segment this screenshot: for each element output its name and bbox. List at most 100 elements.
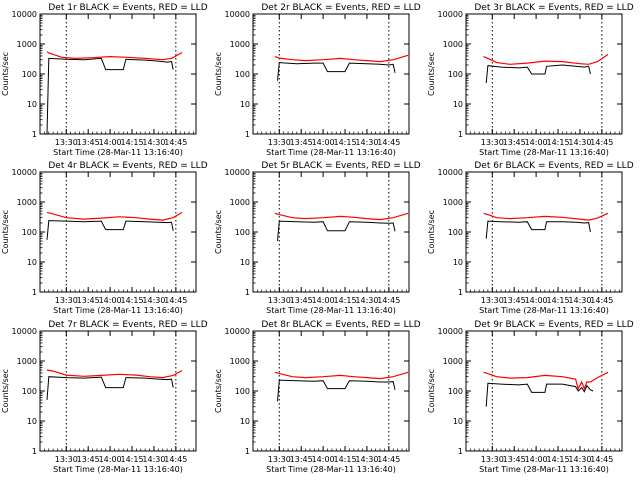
x-tick-label: 13:45 <box>503 455 526 464</box>
y-tick-label: 1000 <box>17 198 37 207</box>
panel-title: Det 1r BLACK = Events, RED = LLD <box>48 3 207 13</box>
y-tick-label: 10000 <box>225 327 250 336</box>
x-tick-label: 14:00 <box>312 296 335 305</box>
x-tick-label: 14:45 <box>377 455 400 464</box>
x-tick-label: 13:30 <box>481 455 504 464</box>
y-axis-label: Counts/sec <box>214 369 223 413</box>
x-tick-label: 14:15 <box>546 455 569 464</box>
x-tick-label: 14:45 <box>377 296 400 305</box>
x-tick-label: 13:30 <box>55 455 78 464</box>
panel-title: Det 6r BLACK = Events, RED = LLD <box>474 161 633 171</box>
x-tick-label: 14:45 <box>590 296 613 305</box>
x-axis-label: Start Time (28-Mar-11 13:16:40) <box>53 465 183 474</box>
y-tick-label: 100 <box>22 70 37 79</box>
y-tick-label: 10 <box>27 100 37 109</box>
plot-frame <box>252 330 410 452</box>
x-tick-label: 14:00 <box>99 296 122 305</box>
series-lld <box>274 212 409 221</box>
series-events <box>46 220 174 240</box>
y-tick-label: 100 <box>22 228 37 237</box>
plot-frame <box>39 13 197 135</box>
y-tick-label: 1 <box>245 130 250 139</box>
y-tick-label: 1000 <box>17 357 37 366</box>
y-axis-label: Counts/sec <box>214 210 223 254</box>
x-axis-label: Start Time (28-Mar-11 13:16:40) <box>479 148 609 157</box>
x-tick-label: 14:00 <box>525 296 548 305</box>
x-tick-label: 14:45 <box>164 455 187 464</box>
series-lld <box>483 371 609 391</box>
y-tick-label: 100 <box>235 70 250 79</box>
x-tick-label: 14:15 <box>333 296 356 305</box>
x-tick-label: 14:00 <box>525 138 548 147</box>
y-tick-label: 10 <box>27 417 37 426</box>
y-tick-label: 10 <box>240 100 250 109</box>
plot-frame <box>39 171 197 293</box>
series-events <box>277 220 396 242</box>
y-tick-label: 1000 <box>443 357 463 366</box>
series-events <box>277 379 396 402</box>
panel-det-3: Det 3r BLACK = Events, RED = LLD 1 10 100 10… <box>427 3 634 157</box>
x-tick-label: 14:00 <box>312 138 335 147</box>
series-lld <box>274 371 409 380</box>
series-events <box>46 376 174 401</box>
x-axis-label: Start Time (28-Mar-11 13:16:40) <box>479 306 609 315</box>
x-tick-label: 13:45 <box>77 455 100 464</box>
plot-frame <box>465 171 623 293</box>
plot-frame <box>252 13 410 135</box>
x-tick-label: 14:30 <box>355 138 378 147</box>
x-tick-label: 14:30 <box>568 138 591 147</box>
x-tick-label: 14:30 <box>142 296 165 305</box>
panel-det-1: Det 1r BLACK = Events, RED = LLD 1 10 100 10… <box>1 3 208 157</box>
series-events <box>277 62 396 81</box>
series-events <box>485 220 591 239</box>
series-lld <box>274 54 409 63</box>
panel-title: Det 4r BLACK = Events, RED = LLD <box>48 161 207 171</box>
y-tick-label: 100 <box>22 387 37 396</box>
x-tick-label: 14:15 <box>333 455 356 464</box>
y-axis-label: Counts/sec <box>214 52 223 96</box>
series-events <box>485 64 591 84</box>
y-tick-label: 10 <box>453 417 463 426</box>
y-tick-label: 1 <box>245 288 250 297</box>
y-tick-label: 10000 <box>12 10 37 19</box>
series-events <box>46 57 174 135</box>
panel-det-8: Det 8r BLACK = Events, RED = LLD 1 10 100 10… <box>214 320 421 474</box>
panel-det-6: Det 6r BLACK = Events, RED = LLD 1 10 100 10… <box>427 161 634 315</box>
panel-title: Det 7r BLACK = Events, RED = LLD <box>48 320 207 330</box>
panel-det-2: Det 2r BLACK = Events, RED = LLD 1 10 100 10… <box>214 3 421 157</box>
x-tick-label: 14:30 <box>355 296 378 305</box>
y-tick-label: 1000 <box>230 198 250 207</box>
series-lld <box>46 369 183 379</box>
x-tick-label: 14:00 <box>99 138 122 147</box>
panel-det-9: Det 9r BLACK = Events, RED = LLD 1 10 100 10… <box>427 320 634 474</box>
y-tick-label: 1000 <box>443 198 463 207</box>
series-lld <box>46 51 183 61</box>
y-axis-label: Counts/sec <box>1 52 10 96</box>
y-tick-label: 10 <box>453 258 463 267</box>
y-tick-label: 1 <box>32 130 37 139</box>
y-tick-label: 1000 <box>443 40 463 49</box>
x-tick-label: 14:15 <box>546 296 569 305</box>
x-tick-label: 13:30 <box>481 296 504 305</box>
panel-det-7: Det 7r BLACK = Events, RED = LLD 1 10 100 10… <box>1 320 208 474</box>
y-tick-label: 10000 <box>438 10 463 19</box>
x-tick-label: 14:45 <box>164 296 187 305</box>
x-tick-label: 13:45 <box>503 296 526 305</box>
panel-det-4: Det 4r BLACK = Events, RED = LLD 1 10 100 10… <box>1 161 208 315</box>
panel-title: Det 3r BLACK = Events, RED = LLD <box>474 3 633 13</box>
x-tick-label: 13:45 <box>77 138 100 147</box>
x-tick-label: 14:30 <box>568 296 591 305</box>
y-tick-label: 1 <box>32 288 37 297</box>
y-tick-label: 1 <box>458 288 463 297</box>
x-tick-label: 13:30 <box>481 138 504 147</box>
y-tick-label: 10 <box>453 100 463 109</box>
plot-frame <box>252 171 410 293</box>
panel-title: Det 8r BLACK = Events, RED = LLD <box>261 320 420 330</box>
x-tick-label: 14:45 <box>377 138 400 147</box>
x-tick-label: 13:30 <box>268 296 291 305</box>
x-axis-label: Start Time (28-Mar-11 13:16:40) <box>266 465 396 474</box>
x-tick-label: 14:15 <box>120 455 143 464</box>
y-tick-label: 1000 <box>230 40 250 49</box>
y-tick-label: 10 <box>240 258 250 267</box>
y-tick-label: 10 <box>27 258 37 267</box>
